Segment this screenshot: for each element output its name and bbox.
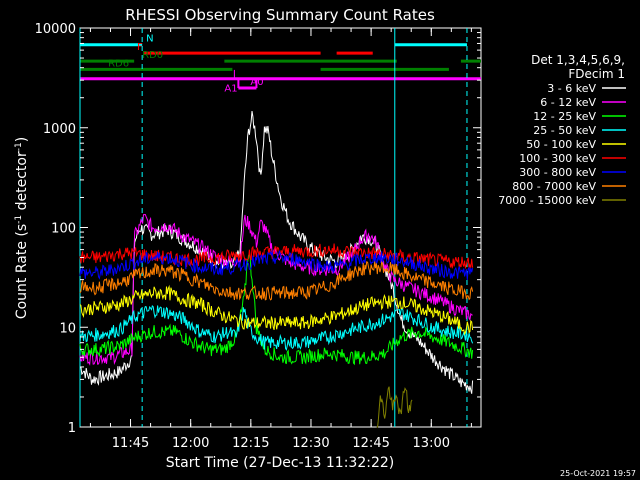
legend-label: 300 - 800 keV	[519, 166, 596, 179]
series-line-2	[79, 252, 474, 366]
series-line-3	[79, 304, 474, 351]
y-tick-label: 10	[59, 321, 76, 336]
series-line-6	[79, 249, 474, 280]
x-tick-label: 13:00	[413, 436, 450, 451]
flag-bars: NFRD0RD6A0A1	[80, 34, 481, 95]
legend-label: 800 - 7000 keV	[512, 180, 596, 193]
x-tick-label: 12:15	[232, 436, 269, 451]
y-tick-label: 1000	[43, 122, 76, 137]
legend-header-line2: FDecim 1	[568, 67, 625, 81]
y-tick-label: 100	[51, 222, 76, 237]
y-tick-label: 10000	[35, 22, 76, 37]
legend-label: 12 - 25 keV	[533, 110, 596, 123]
legend-header-line1: Det 1,3,4,5,6,9,	[531, 53, 625, 67]
series-line-7	[79, 260, 474, 301]
footer-date: 25-Oct-2021 19:57	[560, 469, 636, 478]
y-axis: 1 10 100 1000 10000	[35, 22, 481, 436]
x-axis-label: Start Time (27-Dec-13 11:32:22)	[166, 455, 394, 471]
x-tick-label: 12:45	[352, 436, 389, 451]
x-tick-label: 11:45	[112, 436, 149, 451]
flag-label-f: F	[137, 42, 143, 53]
x-axis: 11:45 12:00 12:15 12:30 12:45 13:00	[89, 28, 472, 451]
y-tick-label: 1	[68, 421, 76, 436]
x-tick-label: 12:00	[172, 436, 209, 451]
legend-label: 100 - 300 keV	[519, 152, 596, 165]
series-lines	[79, 111, 474, 428]
series-line-0	[79, 111, 474, 394]
flag-label-rd6: RD6	[108, 58, 129, 69]
legend-label: 6 - 12 keV	[540, 96, 596, 109]
flag-label-n: N	[146, 34, 153, 45]
flag-label-a1: A1	[224, 84, 237, 95]
legend-label: 25 - 50 keV	[533, 124, 596, 137]
legend-label: 7000 - 15000 keV	[498, 194, 596, 207]
series-line-4	[79, 284, 474, 336]
x-tick-label: 12:30	[292, 436, 329, 451]
y-axis-label: Count Rate (s-1 detector-1)	[14, 137, 30, 319]
series-line-8	[376, 386, 413, 428]
legend-label: 3 - 6 keV	[547, 82, 596, 95]
chart-title: RHESSI Observing Summary Count Rates	[125, 6, 435, 24]
flag-label-rd0: RD0	[142, 50, 163, 61]
legend-label: 50 - 100 keV	[526, 138, 596, 151]
